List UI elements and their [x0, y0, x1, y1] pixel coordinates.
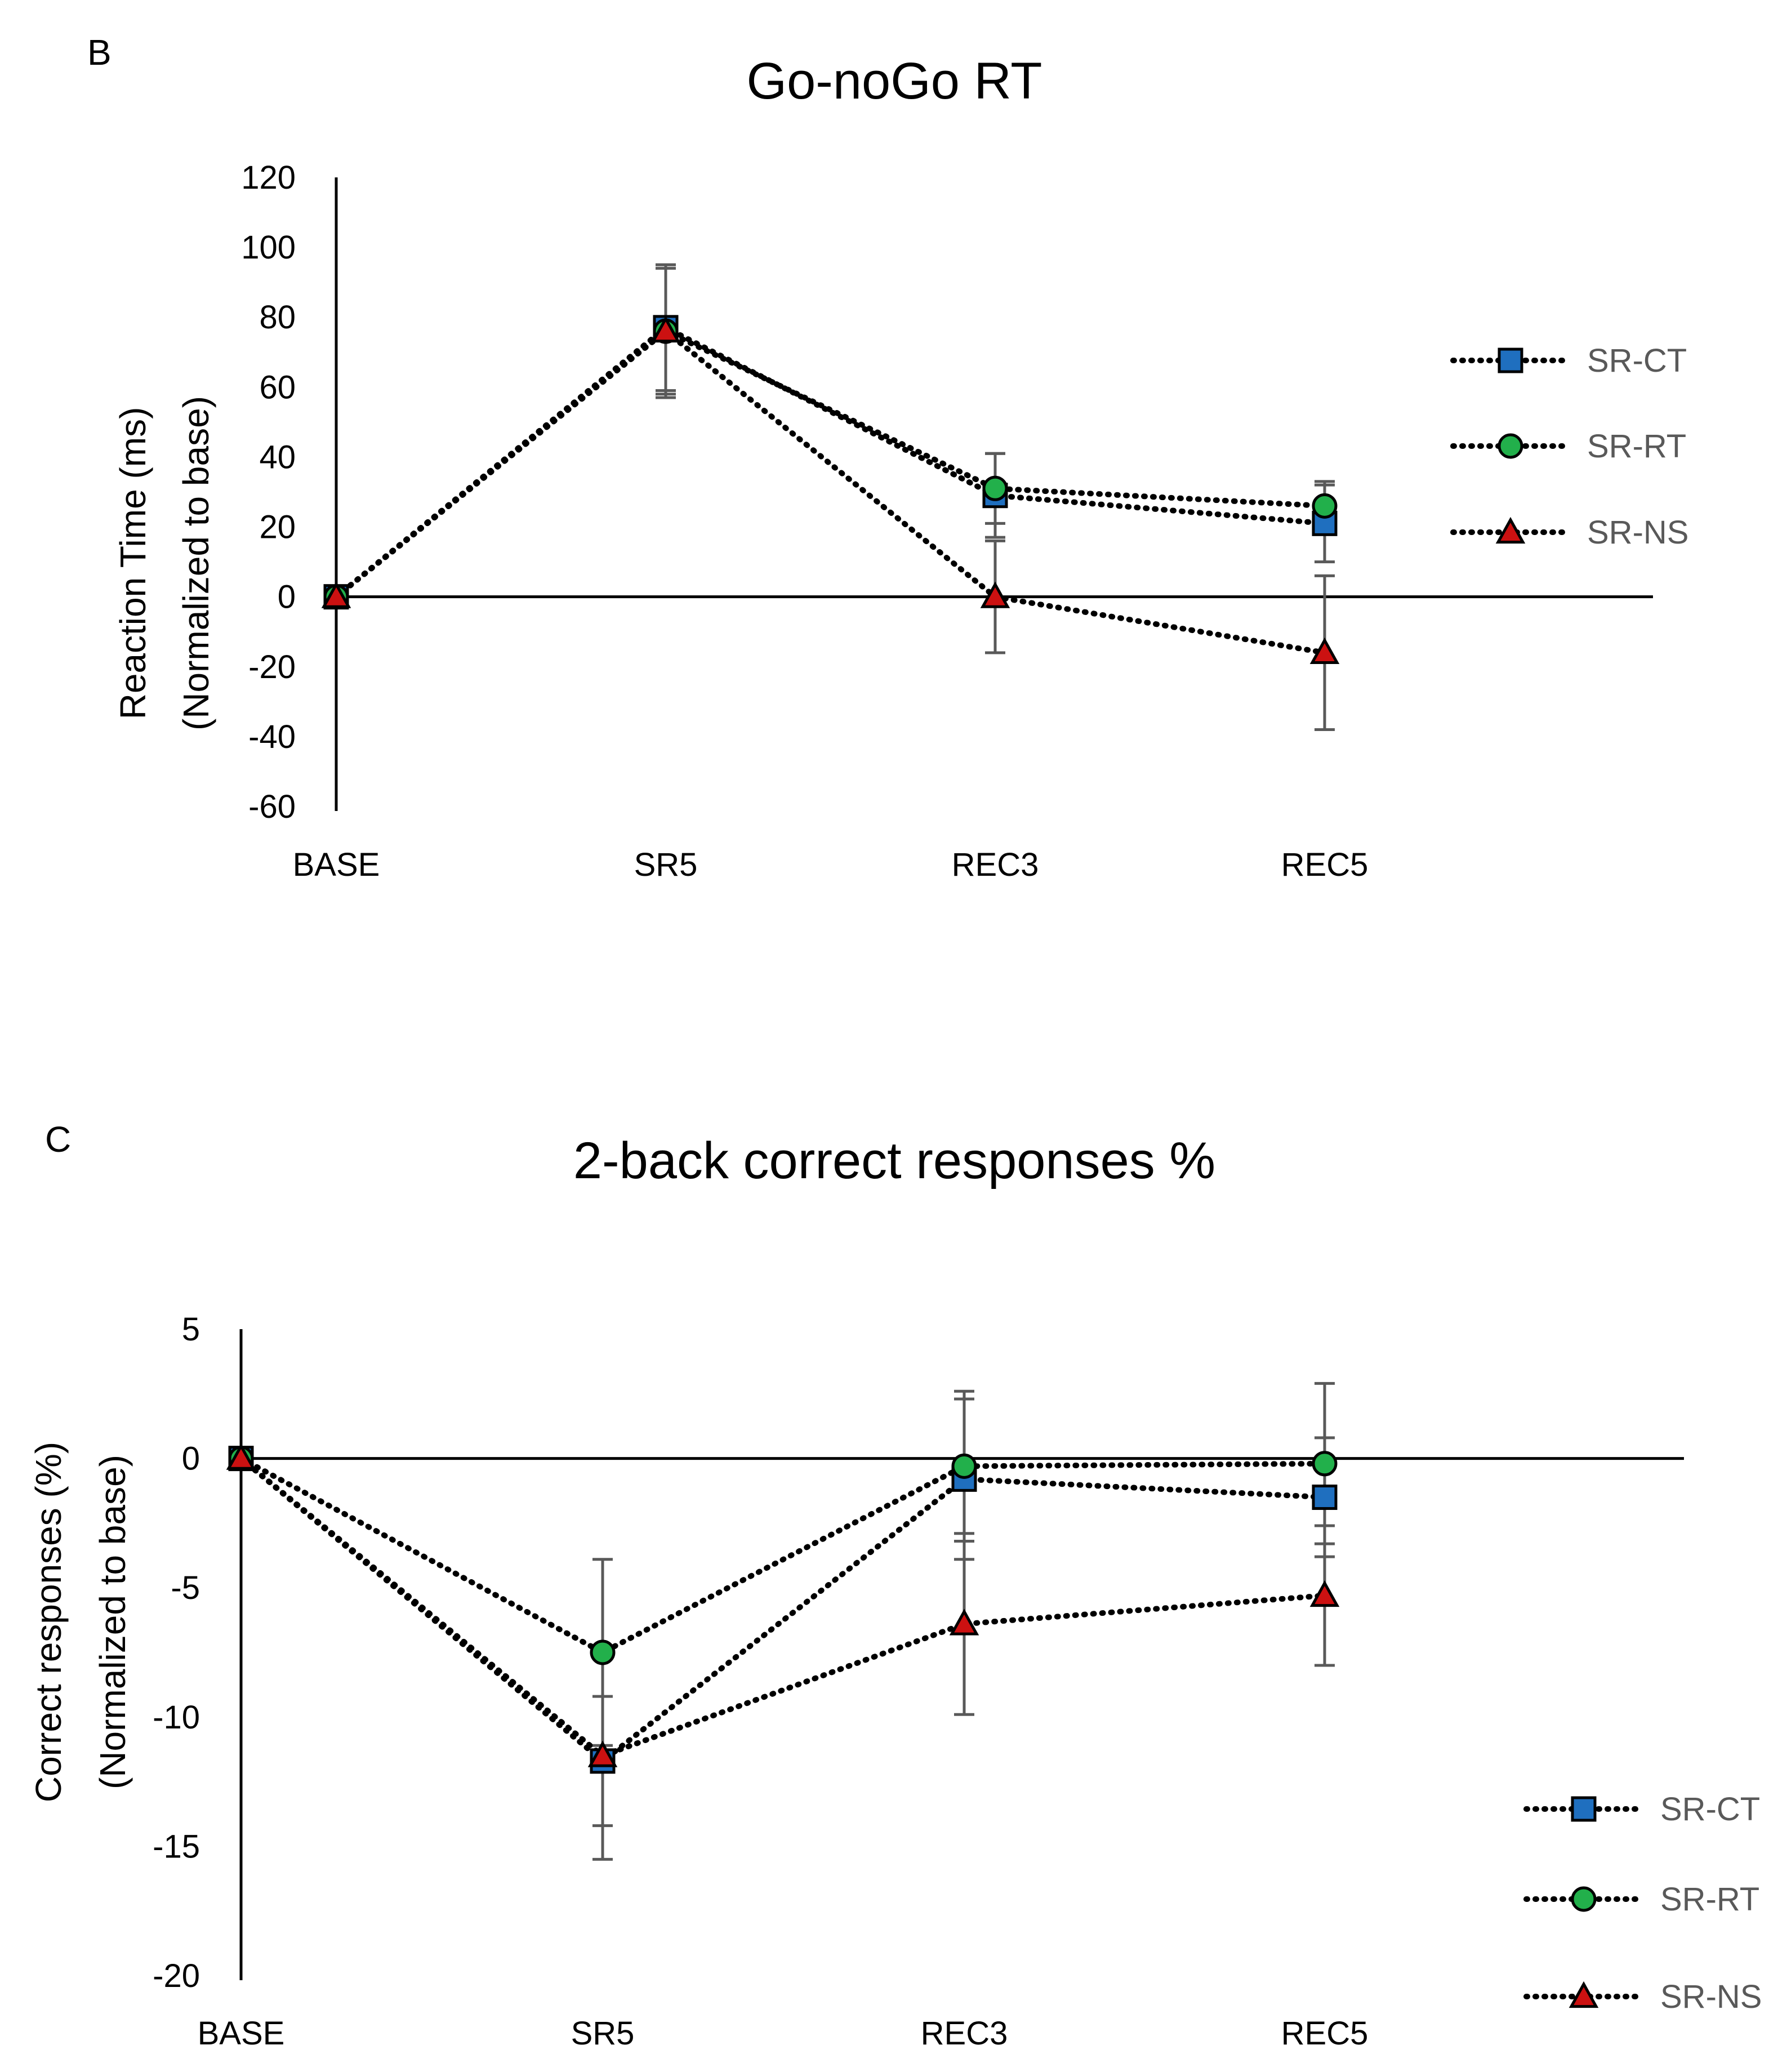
chart-title: Go-noGo RT — [747, 52, 1042, 110]
triangle-marker — [1569, 1981, 1599, 2008]
y-axis-label-line-2: (Normalized to base) — [92, 1455, 133, 1789]
circle-marker — [1498, 433, 1523, 459]
y-tick-label: 0 — [278, 579, 296, 616]
triangle-marker — [949, 1608, 979, 1636]
circle-marker — [951, 1453, 977, 1479]
y-tick-label: 5 — [182, 1311, 200, 1348]
circle-marker — [590, 1639, 616, 1665]
series-line-sr-ct — [238, 1455, 1327, 1765]
y-tick-label: 80 — [259, 299, 296, 336]
legend-label: SR-CT — [1660, 1791, 1760, 1828]
circle-marker — [1571, 1886, 1597, 1912]
x-tick-label: REC5 — [1281, 846, 1369, 883]
circle-marker — [1312, 1451, 1338, 1477]
triangle-marker — [980, 581, 1010, 608]
y-tick-label: 60 — [259, 369, 296, 406]
panel-letter: C — [45, 1119, 71, 1160]
legend-label: SR-RT — [1587, 428, 1686, 465]
series-line-sr-ns — [238, 1455, 1327, 1759]
triangle-marker — [321, 581, 351, 608]
square-marker — [1571, 1796, 1597, 1822]
square-marker — [1498, 347, 1523, 373]
y-tick-label: -10 — [153, 1699, 200, 1736]
triangle-marker — [587, 1740, 618, 1767]
triangle-marker — [650, 315, 681, 343]
series-line-sr-rt — [333, 328, 1327, 600]
circle-marker — [982, 475, 1008, 501]
x-tick-label: REC3 — [921, 2015, 1008, 2052]
y-tick-label: -5 — [171, 1570, 200, 1606]
legend-label: SR-NS — [1660, 1979, 1762, 2015]
triangle-marker — [226, 1443, 256, 1470]
y-axis-label-line-1: Reaction Time (ms) — [113, 407, 153, 720]
y-axis-label-line-1: Correct responses (%) — [28, 1442, 69, 1802]
y-tick-label: -15 — [153, 1828, 200, 1865]
x-tick-label: SR5 — [634, 846, 698, 883]
y-tick-label: -60 — [248, 788, 296, 825]
legend-label: SR-CT — [1587, 342, 1687, 379]
chart-go-nogo-rt: B Go-noGo RT Reaction Time (ms) (Normali… — [87, 32, 1688, 883]
x-tick-label: SR5 — [571, 2015, 635, 2052]
y-tick-label: 0 — [182, 1441, 200, 1477]
legend-label: SR-NS — [1587, 514, 1688, 551]
x-tick-label: BASE — [198, 2015, 285, 2052]
y-tick-label: -20 — [153, 1958, 200, 1994]
triangle-marker — [1495, 516, 1526, 544]
y-tick-label: 100 — [241, 229, 296, 266]
y-tick-label: -40 — [248, 719, 296, 755]
x-tick-label: REC3 — [952, 846, 1039, 883]
chart-2back-correct: C 2-back correct responses % Correct res… — [28, 1119, 1762, 2052]
series-line-sr-ns — [333, 327, 1327, 656]
triangle-marker — [1309, 1580, 1340, 1607]
chart-title: 2-back correct responses % — [573, 1132, 1215, 1189]
y-tick-label: 120 — [241, 159, 296, 196]
legend-label: SR-RT — [1660, 1881, 1759, 1918]
square-marker — [1312, 1484, 1338, 1510]
y-tick-label: 40 — [259, 439, 296, 475]
triangle-marker — [1309, 637, 1340, 665]
y-tick-label: -20 — [248, 649, 296, 685]
y-axis-label-line-2: (Normalized to base) — [176, 396, 216, 730]
x-tick-label: BASE — [293, 846, 380, 883]
y-tick-label: 20 — [259, 509, 296, 546]
panel-letter: B — [87, 32, 112, 73]
series-line-sr-rt — [238, 1455, 1327, 1656]
x-tick-label: REC5 — [1281, 2015, 1369, 2052]
circle-marker — [1312, 493, 1338, 519]
